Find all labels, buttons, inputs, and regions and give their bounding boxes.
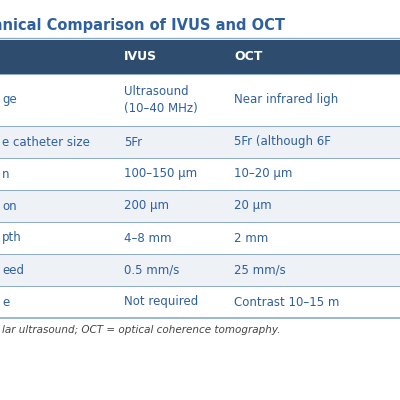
Bar [0,158,400,190]
Text: 10–20 μm: 10–20 μm [234,168,292,180]
Text: e catheter size: e catheter size [2,136,90,148]
Bar [0,190,400,222]
Text: Ultrasound
(10–40 MHz): Ultrasound (10–40 MHz) [124,85,198,115]
Text: on: on [2,200,17,212]
Text: 5Fr (although 6F: 5Fr (although 6F [234,136,331,148]
Text: 0.5 mm/s: 0.5 mm/s [124,264,179,276]
Text: 100–150 μm: 100–150 μm [124,168,197,180]
Text: 200 μm: 200 μm [124,200,169,212]
Text: pth: pth [2,232,22,244]
Bar [0,40,400,74]
Text: 25 mm/s: 25 mm/s [234,264,286,276]
Bar [0,222,400,254]
Text: hnical Comparison of IVUS and OCT: hnical Comparison of IVUS and OCT [0,18,285,33]
Text: n: n [2,168,10,180]
Text: eed: eed [2,264,24,276]
Text: lar ultrasound; OCT = optical coherence tomography.: lar ultrasound; OCT = optical coherence … [2,325,280,335]
Text: Near infrared ligh: Near infrared ligh [234,94,338,106]
Bar [0,74,400,126]
Text: 4–8 mm: 4–8 mm [124,232,172,244]
Text: 5Fr: 5Fr [124,136,142,148]
Bar [0,254,400,286]
Bar [0,126,400,158]
Text: 2 mm: 2 mm [234,232,268,244]
Text: e: e [2,296,9,308]
Text: ge: ge [2,94,17,106]
Text: Contrast 10–15 m: Contrast 10–15 m [234,296,339,308]
Text: Not required: Not required [124,296,198,308]
Text: OCT: OCT [234,50,262,64]
Bar [0,286,400,318]
Text: 20 μm: 20 μm [234,200,272,212]
Text: IVUS: IVUS [124,50,157,64]
